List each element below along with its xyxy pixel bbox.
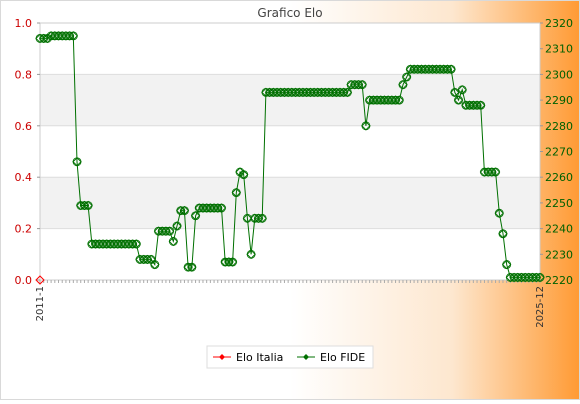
elo-fide-point-ring xyxy=(257,213,267,223)
elo-fide-point-ring xyxy=(246,249,256,259)
elo-fide-point-ring xyxy=(443,64,452,74)
legend-italia-label: Elo Italia xyxy=(236,351,283,364)
elo-fide-point-ring xyxy=(357,80,367,90)
elo-fide-point-ring xyxy=(231,188,241,198)
left-tick-label: 0.0 xyxy=(15,274,33,287)
legend-fide-marker xyxy=(303,354,309,360)
left-axis: 0.0 0.2 0.4 0.6 0.8 1.0 xyxy=(15,17,40,287)
right-tick-label: 2310 xyxy=(545,43,573,56)
elo-fide-point-ring xyxy=(354,80,363,90)
elo-fide-point-ring xyxy=(165,226,175,236)
elo-fide-point-ring xyxy=(531,273,541,282)
elo-fide-point-ring xyxy=(491,167,500,177)
elo-fide-point-ring xyxy=(143,255,152,264)
elo-fide-point-ring xyxy=(446,64,456,74)
left-tick-label: 0.6 xyxy=(15,120,33,133)
elo-fide-point-ring xyxy=(180,206,189,216)
elo-fide-point-ring xyxy=(191,211,200,221)
x-tick-label-last: 2025-12 xyxy=(535,286,546,328)
right-tick-label: 2250 xyxy=(545,197,573,210)
elo-fide-point-ring xyxy=(80,201,89,210)
elo-fide-point-ring xyxy=(65,31,75,41)
left-tick-label: 0.4 xyxy=(15,171,33,184)
elo-fide-point-ring xyxy=(168,237,178,246)
elo-fide-point-ring xyxy=(391,95,400,105)
elo-fide-point-ring xyxy=(131,239,141,249)
elo-fide-point-ring xyxy=(224,257,234,267)
legend-fide-label: Elo FIDE xyxy=(320,351,365,364)
plot-area xyxy=(40,23,540,280)
elo-fide-point-ring xyxy=(68,31,78,41)
elo-fide-point-ring xyxy=(476,100,486,110)
right-tick-label: 2270 xyxy=(545,146,573,159)
elo-fide-point-ring xyxy=(150,260,160,269)
left-tick-label: 0.8 xyxy=(15,68,33,81)
plot-band xyxy=(40,177,540,229)
elo-fide-point-ring xyxy=(72,157,82,167)
elo-fide-point-ring xyxy=(172,221,182,231)
elo-fide-point-ring xyxy=(187,262,197,272)
elo-fide-point-ring xyxy=(339,87,349,97)
right-tick-label: 2230 xyxy=(545,248,573,261)
right-tick-label: 2300 xyxy=(545,68,573,81)
elo-fide-point-ring xyxy=(502,260,512,269)
legend-italia-marker xyxy=(219,354,225,360)
right-tick-label: 2260 xyxy=(545,171,573,184)
elo-italia-series xyxy=(35,275,45,285)
elo-fide-point-ring xyxy=(83,201,93,210)
elo-fide-point-ring xyxy=(217,203,226,213)
elo-fide-point-ring xyxy=(457,85,467,95)
x-tick-label-first: 2011-1 xyxy=(35,286,46,321)
elo-fide-point-ring xyxy=(535,273,545,282)
left-tick-label: 0.2 xyxy=(15,223,33,236)
right-tick-label: 2280 xyxy=(545,120,573,133)
plot-band xyxy=(40,74,540,126)
elo-fide-point-ring xyxy=(239,170,249,180)
right-tick-label: 2290 xyxy=(545,94,573,107)
left-tick-label: 1.0 xyxy=(15,17,33,30)
elo-fide-point-ring xyxy=(361,121,371,131)
legend: Elo Italia Elo FIDE xyxy=(206,345,374,369)
elo-fide-point-ring xyxy=(228,257,237,267)
right-tick-label: 2220 xyxy=(545,274,573,287)
elo-italia-point xyxy=(35,275,45,285)
right-tick-label: 2320 xyxy=(545,17,573,30)
elo-fide-point-ring xyxy=(128,239,137,249)
elo-fide-point-ring xyxy=(494,208,504,218)
grid-lines xyxy=(39,22,541,281)
legend-box xyxy=(206,345,374,369)
elo-fide-point-ring xyxy=(394,95,404,105)
elo-fide-series xyxy=(35,31,545,283)
right-axis: 2220 2230 2240 2250 2260 2270 2280 2290 2300 2310… xyxy=(540,17,573,287)
elo-fide-point-ring xyxy=(454,95,463,105)
elo-fide-point-ring xyxy=(398,80,408,90)
elo-fide-point-ring xyxy=(254,213,263,223)
elo-fide-point-ring xyxy=(213,203,223,213)
right-tick-label: 2240 xyxy=(545,223,573,236)
elo-fide-point-ring xyxy=(402,72,412,82)
elo-fide-point-ring xyxy=(343,87,352,97)
elo-fide-point-ring xyxy=(176,206,186,216)
elo-fide-point-ring xyxy=(498,229,508,239)
elo-fide-point-ring xyxy=(161,226,171,236)
chart-title: Grafico Elo xyxy=(257,6,322,20)
elo-fide-point-ring xyxy=(183,262,193,272)
plot-background xyxy=(40,23,540,280)
elo-fide-point-ring xyxy=(472,100,482,110)
elo-fide-point-ring xyxy=(487,167,497,177)
